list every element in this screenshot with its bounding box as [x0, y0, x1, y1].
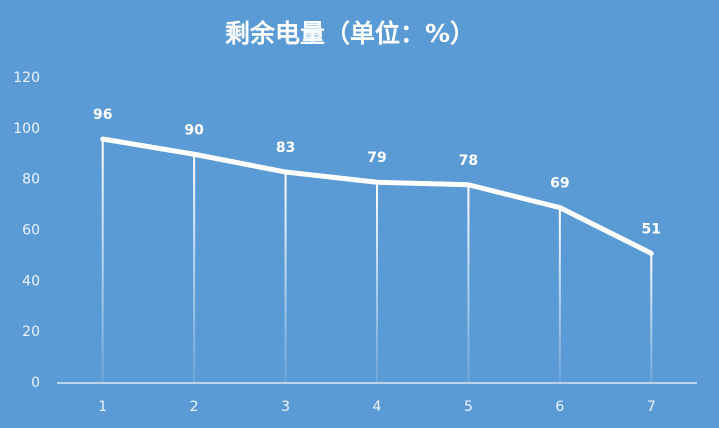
- x-tick-label: 4: [373, 399, 382, 415]
- y-tick-label: 40: [22, 273, 40, 289]
- drop-line: [101, 139, 104, 383]
- x-tick-label: 3: [281, 399, 290, 415]
- data-label: 51: [642, 221, 661, 237]
- x-tick-label: 2: [190, 399, 199, 415]
- y-tick-label: 100: [13, 121, 40, 137]
- x-tick-label: 5: [464, 399, 473, 415]
- y-tick-label: 60: [22, 223, 40, 239]
- data-label: 78: [459, 153, 478, 169]
- drop-line: [193, 154, 196, 383]
- drop-line: [558, 207, 561, 383]
- data-label: 90: [184, 122, 204, 138]
- x-tick-label: 1: [98, 399, 107, 415]
- drop-line: [650, 253, 653, 383]
- data-label: 83: [276, 140, 295, 156]
- data-label: 79: [367, 150, 386, 166]
- line: [100, 136, 654, 256]
- y-tick-label: 20: [22, 324, 40, 340]
- y-tick-label: 0: [31, 375, 40, 391]
- y-tick-label: 80: [22, 172, 40, 188]
- y-tick-label: 120: [13, 70, 40, 86]
- chart-title: 剩余电量（单位：%）: [225, 19, 475, 48]
- x-tick-label: 6: [555, 399, 564, 415]
- data-label: 96: [93, 107, 112, 123]
- drop-line: [284, 172, 287, 383]
- x-tick-label: 7: [647, 399, 656, 415]
- drop-line: [376, 182, 378, 383]
- data-label: 69: [550, 176, 569, 192]
- drop-line: [467, 184, 470, 383]
